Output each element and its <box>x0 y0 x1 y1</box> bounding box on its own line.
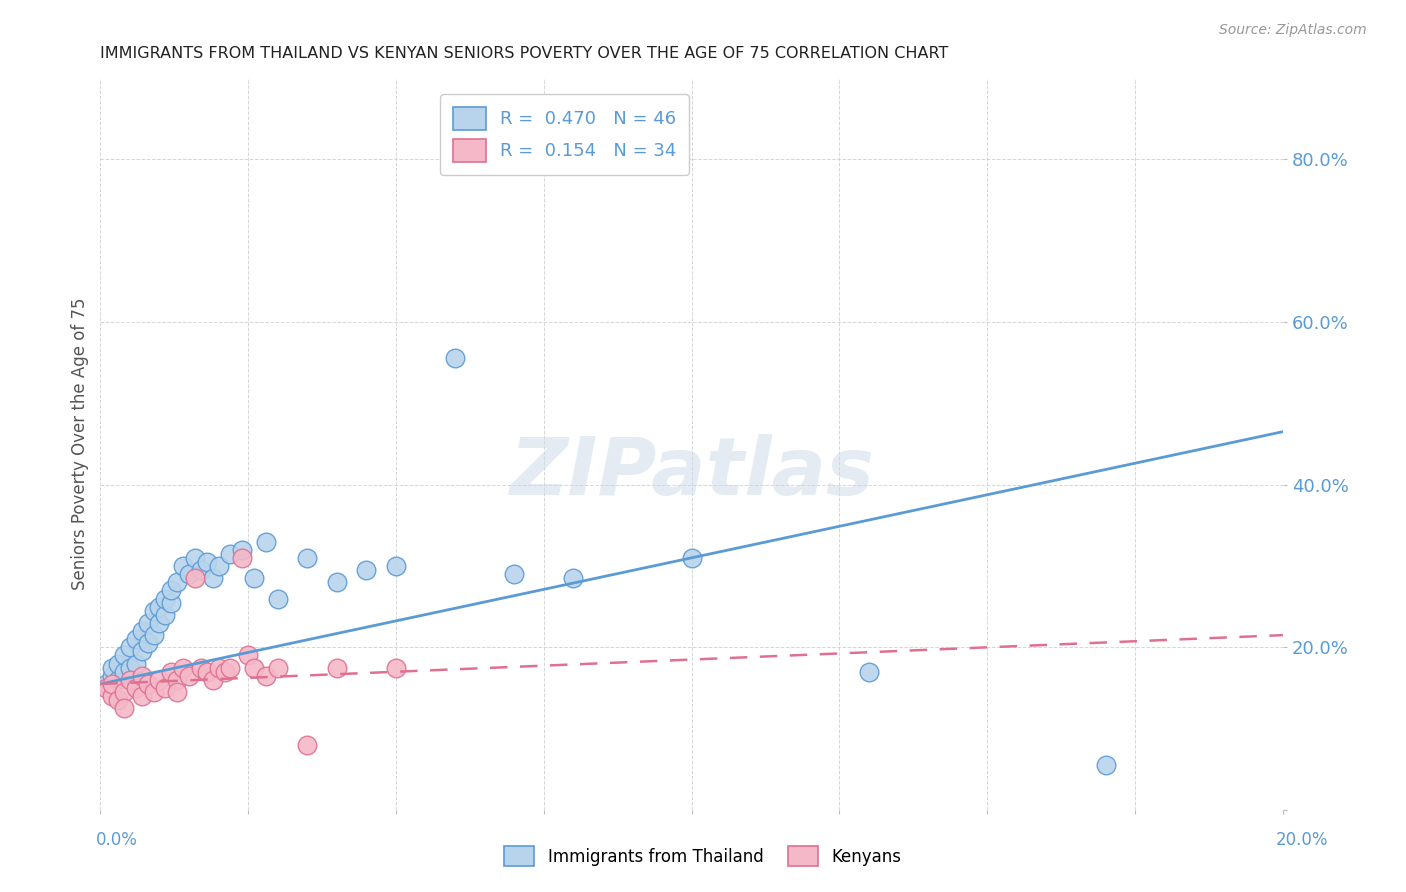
Point <box>125 681 148 695</box>
Point <box>148 599 170 614</box>
Text: 20.0%: 20.0% <box>1277 831 1329 849</box>
Point <box>101 677 124 691</box>
Point <box>190 563 212 577</box>
Point <box>136 677 159 691</box>
Point <box>131 624 153 638</box>
Point <box>562 571 585 585</box>
Point <box>136 636 159 650</box>
Point <box>155 607 177 622</box>
Point <box>131 669 153 683</box>
Point <box>326 575 349 590</box>
Y-axis label: Seniors Poverty Over the Age of 75: Seniors Poverty Over the Age of 75 <box>72 298 89 591</box>
Point <box>184 571 207 585</box>
Point <box>195 665 218 679</box>
Point <box>184 550 207 565</box>
Point <box>160 665 183 679</box>
Point <box>385 661 408 675</box>
Point <box>148 615 170 630</box>
Point <box>254 534 277 549</box>
Point <box>201 571 224 585</box>
Point <box>231 550 253 565</box>
Point <box>118 661 141 675</box>
Point <box>112 701 135 715</box>
Point <box>243 571 266 585</box>
Point <box>297 550 319 565</box>
Point <box>118 640 141 655</box>
Point <box>858 665 880 679</box>
Point <box>112 648 135 663</box>
Point <box>297 738 319 752</box>
Point <box>166 673 188 687</box>
Point <box>101 669 124 683</box>
Point <box>503 567 526 582</box>
Point <box>207 661 229 675</box>
Point <box>148 673 170 687</box>
Point <box>267 591 290 606</box>
Point <box>1094 758 1116 772</box>
Point <box>172 558 194 573</box>
Point <box>166 685 188 699</box>
Legend: Immigrants from Thailand, Kenyans: Immigrants from Thailand, Kenyans <box>498 839 908 873</box>
Point <box>201 673 224 687</box>
Point <box>172 661 194 675</box>
Point <box>238 648 260 663</box>
Point <box>177 669 200 683</box>
Legend: R =  0.470   N = 46, R =  0.154   N = 34: R = 0.470 N = 46, R = 0.154 N = 34 <box>440 94 689 175</box>
Point <box>142 604 165 618</box>
Point <box>96 681 118 695</box>
Point <box>107 657 129 671</box>
Point <box>207 558 229 573</box>
Point <box>101 689 124 703</box>
Point <box>96 677 118 691</box>
Point <box>166 575 188 590</box>
Point <box>243 661 266 675</box>
Point <box>681 550 703 565</box>
Point <box>136 615 159 630</box>
Text: Source: ZipAtlas.com: Source: ZipAtlas.com <box>1219 23 1367 37</box>
Point <box>195 555 218 569</box>
Point <box>190 661 212 675</box>
Point <box>160 583 183 598</box>
Point <box>254 669 277 683</box>
Point <box>125 632 148 647</box>
Text: 0.0%: 0.0% <box>96 831 138 849</box>
Text: IMMIGRANTS FROM THAILAND VS KENYAN SENIORS POVERTY OVER THE AGE OF 75 CORRELATIO: IMMIGRANTS FROM THAILAND VS KENYAN SENIO… <box>100 46 949 62</box>
Point <box>131 689 153 703</box>
Point <box>112 685 135 699</box>
Point <box>219 661 242 675</box>
Point <box>231 542 253 557</box>
Point <box>214 665 236 679</box>
Point <box>107 693 129 707</box>
Point <box>356 563 378 577</box>
Point <box>155 681 177 695</box>
Point <box>112 665 135 679</box>
Point <box>107 673 129 687</box>
Point <box>125 657 148 671</box>
Text: ZIPatlas: ZIPatlas <box>509 434 875 512</box>
Point <box>177 567 200 582</box>
Point <box>155 591 177 606</box>
Point <box>131 644 153 658</box>
Point <box>219 547 242 561</box>
Point <box>101 661 124 675</box>
Point <box>142 628 165 642</box>
Point <box>142 685 165 699</box>
Point <box>160 596 183 610</box>
Point <box>444 351 467 366</box>
Point <box>118 673 141 687</box>
Point <box>326 661 349 675</box>
Point <box>267 661 290 675</box>
Point <box>385 558 408 573</box>
